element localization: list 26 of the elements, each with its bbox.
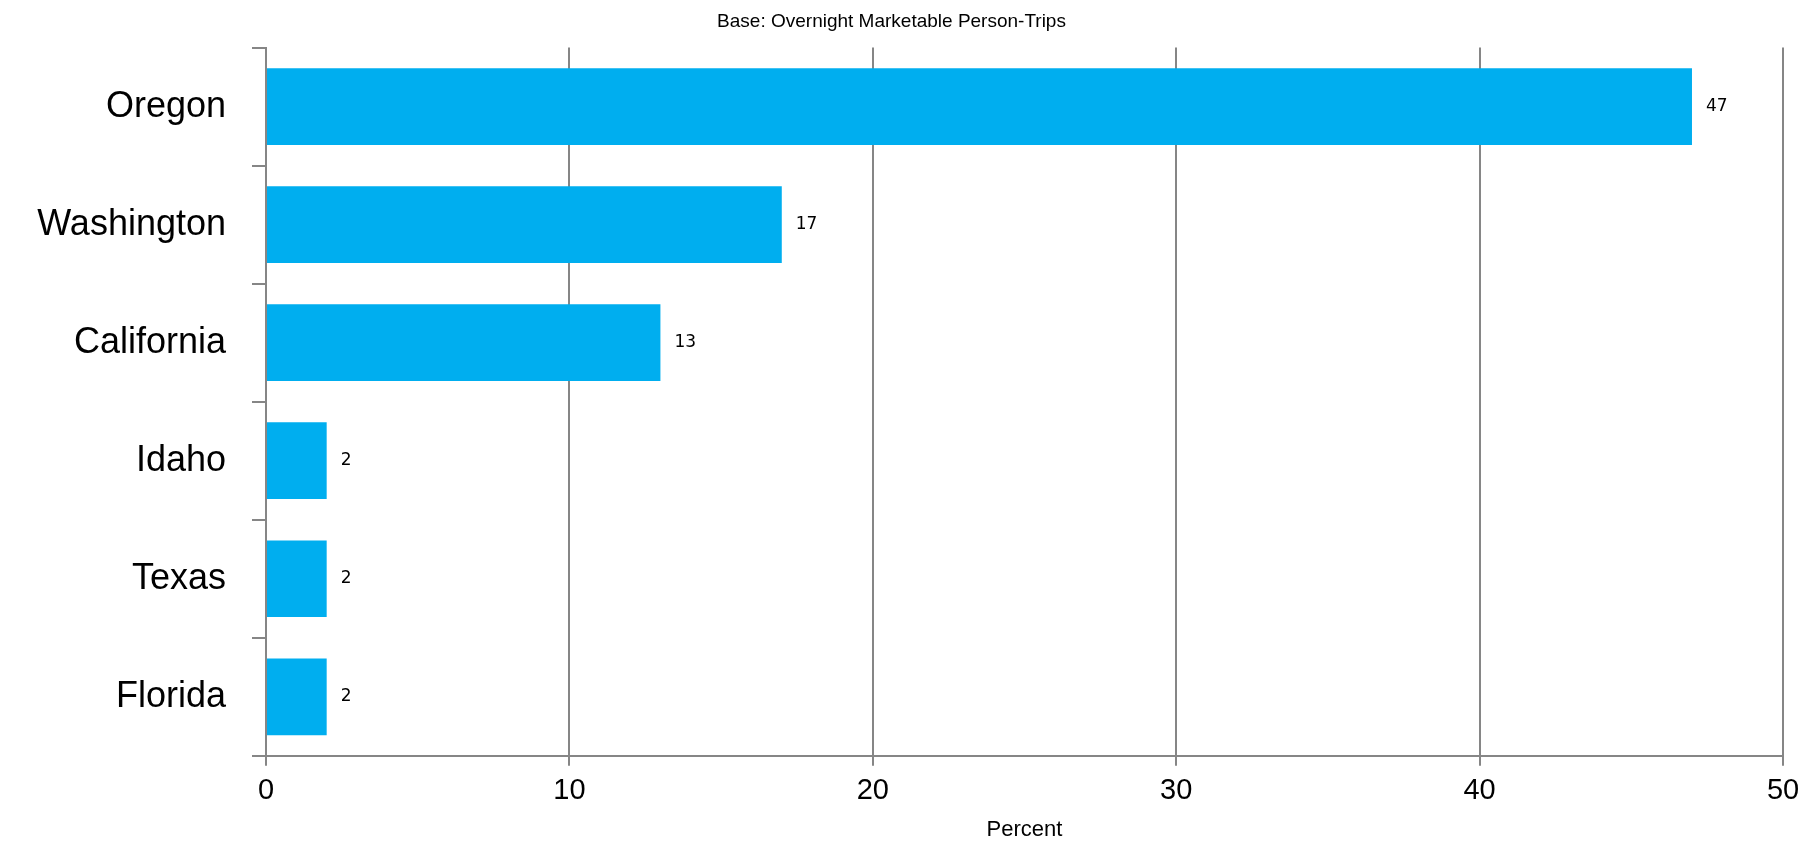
data-label: 47 [1705,95,1728,116]
bar [267,304,661,382]
x-tick-label: 10 [553,773,586,806]
x-tick-label: 40 [1463,773,1496,806]
bar [267,658,327,736]
y-tick-label: California [73,319,227,361]
data-label: 13 [674,331,697,352]
bar [267,422,327,500]
data-label: 17 [795,213,818,234]
data-label: 2 [340,449,352,470]
x-tick-label: 30 [1160,773,1193,806]
bar [267,540,327,618]
x-tick-label: 0 [257,773,275,806]
y-tick-label: Oregon [105,83,226,125]
x-tick-label: 20 [856,773,889,806]
y-tick-label: Washington [37,201,226,243]
x-tick-label: 50 [1766,773,1800,806]
y-tick-label: Idaho [135,437,226,479]
y-tick-label: Texas [131,555,226,597]
data-label: 2 [340,685,352,706]
bar [267,68,1692,145]
data-label: 2 [340,567,352,588]
chart-title: Base: Overnight Marketable Person-Trips [717,10,1066,32]
x-axis-title: Percent [986,815,1063,841]
y-tick-label: Florida [115,673,227,715]
bar [267,186,782,264]
